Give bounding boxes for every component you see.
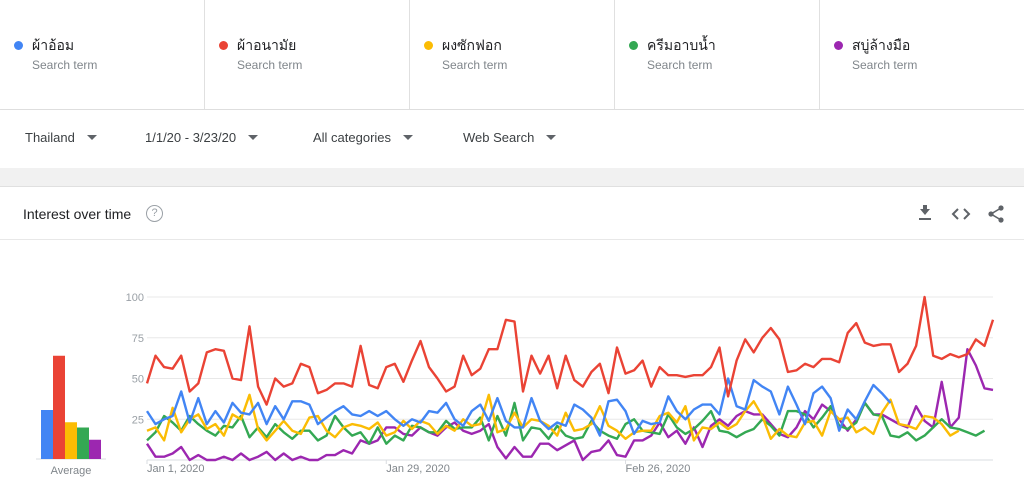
date-range-label: 1/1/20 - 3/23/20	[145, 130, 237, 145]
search-term-1[interactable]: ผ้าอ้อม Search term	[0, 0, 205, 109]
region-label: Thailand	[25, 130, 75, 145]
search-type-label: Web Search	[463, 130, 535, 145]
series-color-dot	[834, 41, 843, 50]
search-term-4[interactable]: ครีมอาบน้ำ Search term	[615, 0, 820, 109]
series-lines	[145, 295, 995, 462]
caret-down-icon	[248, 135, 259, 140]
search-term-name: ผ้าอนามัย	[237, 37, 297, 53]
average-bar-2	[53, 355, 65, 459]
average-bars: Average	[36, 355, 106, 477]
average-bar-4	[77, 427, 89, 459]
series-line-3	[146, 393, 960, 442]
y-tick-label: 100	[126, 292, 144, 304]
series-line-2	[145, 295, 995, 406]
interest-over-time-card: Interest over time ? Average 100 75 50 25 Ja…	[0, 186, 1024, 493]
category-label: All categories	[313, 130, 392, 145]
chart-labels: 100 75 50 25 Jan 1, 2020 Jan 29, 2020 Feb 26, …	[126, 292, 691, 475]
average-bar-1	[41, 410, 53, 459]
date-range-dropdown[interactable]: 1/1/20 - 3/23/20	[145, 130, 259, 145]
y-tick-label: 50	[132, 374, 144, 386]
filter-bar: Thailand 1/1/20 - 3/23/20 All categories…	[0, 110, 1024, 168]
search-term-type: Search term	[237, 58, 303, 72]
search-term-type: Search term	[647, 58, 713, 72]
series-line-1	[145, 377, 892, 437]
embed-icon[interactable]	[950, 203, 972, 225]
search-type-dropdown[interactable]: Web Search	[463, 130, 557, 145]
search-term-name: ผ้าอ้อม	[32, 37, 75, 53]
caret-down-icon	[86, 135, 97, 140]
x-tick-label: Feb 26, 2020	[626, 463, 691, 475]
caret-down-icon	[546, 135, 557, 140]
interest-chart: Average 100 75 50 25 Jan 1, 2020 Jan 29, 2020…	[36, 292, 995, 477]
search-term-name: สบู่ล้างมือ	[852, 37, 911, 53]
help-icon[interactable]: ?	[146, 205, 163, 222]
category-dropdown[interactable]: All categories	[313, 130, 414, 145]
card-divider	[0, 239, 1024, 240]
search-term-type: Search term	[852, 58, 918, 72]
share-icon[interactable]	[985, 203, 1007, 225]
search-term-type: Search term	[32, 58, 98, 72]
average-bar-5	[89, 439, 101, 459]
series-color-dot	[219, 41, 228, 50]
average-label: Average	[51, 465, 92, 477]
card-title: Interest over time	[23, 206, 132, 222]
series-line-4	[146, 401, 986, 445]
x-tick-label: Jan 1, 2020	[147, 463, 205, 475]
series-color-dot	[14, 41, 23, 50]
section-gap	[0, 168, 1024, 186]
caret-down-icon	[403, 135, 414, 140]
average-bar-3	[65, 422, 77, 459]
search-terms-bar: ผ้าอ้อม Search term ผ้าอนามัย Search ter…	[0, 0, 1024, 110]
region-dropdown[interactable]: Thailand	[25, 130, 97, 145]
search-term-3[interactable]: ผงซักฟอก Search term	[410, 0, 615, 109]
y-tick-label: 75	[132, 333, 144, 345]
chart-grid	[147, 296, 993, 461]
series-color-dot	[629, 41, 638, 50]
x-tick-label: Jan 29, 2020	[386, 463, 450, 475]
search-term-name: ผงซักฟอก	[442, 37, 502, 53]
search-term-2[interactable]: ผ้าอนามัย Search term	[205, 0, 410, 109]
download-icon[interactable]	[914, 203, 936, 225]
series-color-dot	[424, 41, 433, 50]
search-term-type: Search term	[442, 58, 508, 72]
search-term-5[interactable]: สบู่ล้างมือ Search term	[820, 0, 1024, 109]
search-term-name: ครีมอาบน้ำ	[647, 37, 716, 53]
y-tick-label: 25	[132, 414, 144, 426]
